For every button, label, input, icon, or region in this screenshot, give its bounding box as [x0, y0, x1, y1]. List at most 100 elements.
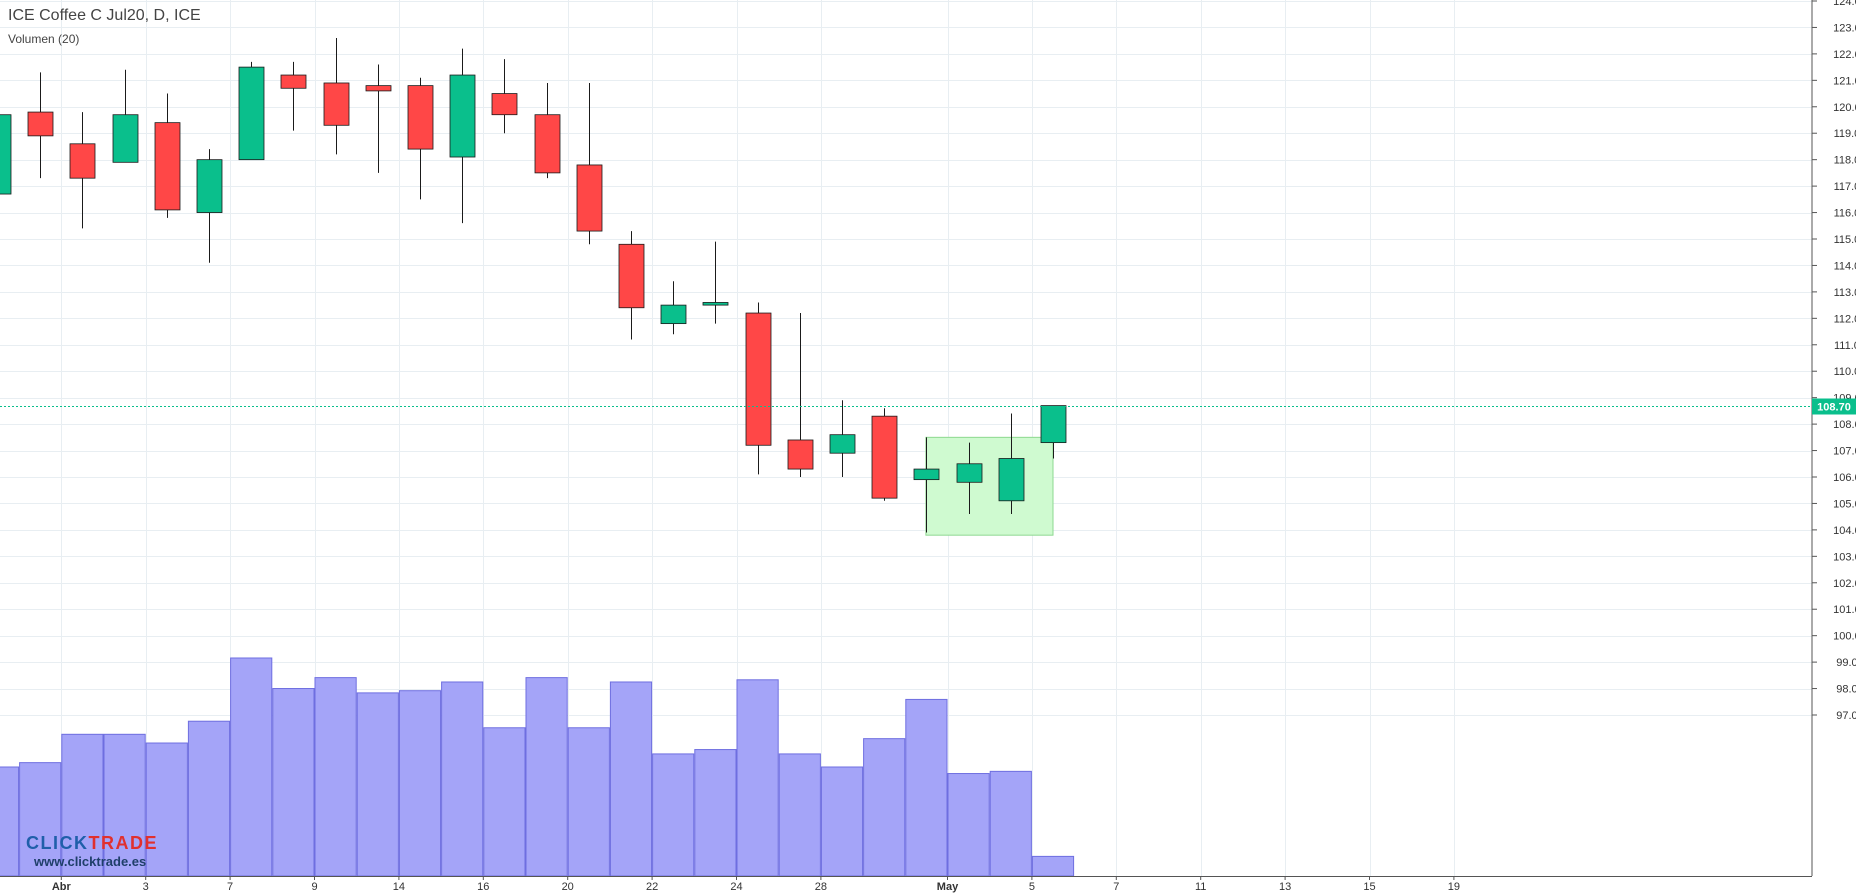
logo-text-trade: TRADE: [89, 833, 159, 853]
candle: [491, 59, 518, 134]
candle-body: [112, 114, 139, 163]
volume-bar: [609, 681, 653, 877]
candle-body: [829, 434, 856, 454]
candle: [829, 400, 856, 477]
candle-body: [1040, 405, 1067, 444]
candle: [998, 413, 1025, 515]
volume-bar: [356, 692, 399, 877]
y-axis-ticks[interactable]: 124.00 123.00 122.00 121.00 120.00 119.00 118.…: [1812, 0, 1856, 722]
chart-title: ICE Coffee C Jul20, D, ICE: [8, 7, 201, 24]
candle: [576, 82, 603, 245]
grid: [0, 0, 1812, 876]
candle-body: [196, 159, 223, 213]
y-tick-label: 105.00: [1833, 498, 1856, 510]
candles: [0, 38, 1067, 533]
candle: [449, 48, 476, 224]
candle: [0, 114, 12, 195]
volume-bar: [947, 773, 990, 877]
candle-body: [702, 302, 729, 306]
last-price-tag: 108.70: [1812, 398, 1856, 415]
x-tick-label: Abr: [52, 881, 72, 893]
x-tick-label: 3: [143, 881, 149, 893]
x-tick-label: 7: [1113, 881, 1119, 893]
volume-bar: [778, 753, 821, 877]
candle: [365, 64, 392, 173]
x-tick-label: 24: [730, 881, 742, 893]
candle-body: [491, 93, 518, 116]
volume-bar: [483, 727, 526, 877]
x-tick-label: 19: [1448, 881, 1460, 893]
candle-body: [956, 463, 983, 483]
candle-body: [154, 122, 181, 211]
x-tick-label: 11: [1195, 881, 1206, 893]
candle: [280, 61, 307, 131]
candle-body: [534, 114, 561, 174]
logo-text: CLICKTRADE: [26, 833, 158, 853]
volume-bar: [1031, 855, 1075, 877]
last-price-tag-label: 108.70: [1817, 402, 1851, 414]
y-tick-label: 97.00: [1836, 710, 1856, 722]
x-tick-label: 20: [562, 881, 574, 893]
candle-body: [323, 82, 350, 126]
volume-bar: [398, 690, 442, 877]
candle-body: [618, 243, 645, 309]
y-tick-label: 100.00: [1833, 631, 1856, 643]
axes: [0, 0, 1813, 877]
candle-body: [913, 468, 940, 481]
logo-text-click: CLICK: [26, 833, 89, 853]
y-tick-label: 111.00: [1834, 340, 1856, 352]
y-tick-label: 120.00: [1833, 102, 1856, 114]
y-tick-label: 115.00: [1834, 234, 1856, 246]
y-tick-label: 103.00: [1833, 551, 1856, 563]
candle: [238, 61, 265, 161]
volume-bar: [272, 688, 315, 877]
candle: [534, 82, 561, 179]
candle: [154, 93, 181, 218]
y-tick-label: 110.00: [1834, 366, 1856, 378]
candle-body: [238, 66, 265, 161]
x-axis-ticks[interactable]: Abr 3 7 9 14 16 20 22 24 28 May 5 7 11 13 15 19: [52, 876, 1460, 893]
logo-url: www.clicktrade.es: [33, 854, 146, 869]
volume-bar: [61, 733, 104, 877]
y-tick-label: 106.00: [1833, 472, 1856, 484]
volume-bar: [694, 749, 737, 877]
candle: [196, 149, 223, 263]
x-tick-label: 13: [1279, 881, 1291, 893]
candle-body: [745, 312, 772, 446]
volume-bar: [145, 742, 188, 877]
y-tick-label: 113.00: [1834, 287, 1856, 299]
candle: [787, 313, 814, 477]
candle: [745, 302, 772, 475]
y-tick-label: 122.00: [1833, 49, 1856, 61]
volume-bar: [736, 679, 779, 877]
y-tick-label: 99.00: [1836, 657, 1856, 669]
volume-bar: [19, 762, 62, 877]
volume-bar: [187, 720, 231, 877]
candle: [913, 437, 940, 533]
y-tick-label: 118.00: [1834, 155, 1856, 167]
last-price-tag-bg: [1812, 398, 1856, 415]
x-tick-label: 5: [1029, 881, 1035, 893]
highlight-rectangle[interactable]: [925, 436, 1054, 536]
candle: [956, 442, 983, 515]
x-tick-label: 9: [311, 881, 317, 893]
candle: [27, 72, 54, 179]
candle-body: [449, 74, 476, 158]
candle-body: [660, 304, 687, 325]
candle: [112, 69, 139, 163]
volume-bar: [0, 766, 20, 877]
volume-bars: [0, 657, 1075, 877]
candle: [660, 281, 687, 335]
candle: [69, 112, 96, 229]
y-tick-label: 101.00: [1833, 604, 1856, 616]
volume-bar: [525, 677, 568, 877]
volume-indicator-label[interactable]: Volumen (20): [8, 32, 79, 46]
candle: [871, 408, 898, 501]
x-tick-label: 22: [646, 881, 658, 893]
y-tick-label: 119.00: [1834, 128, 1856, 140]
candle: [407, 77, 434, 200]
clicktrade-logo: CLICKTRADE www.clicktrade.es: [26, 833, 158, 869]
volume-bar: [103, 733, 146, 877]
volume-bar: [820, 766, 864, 877]
